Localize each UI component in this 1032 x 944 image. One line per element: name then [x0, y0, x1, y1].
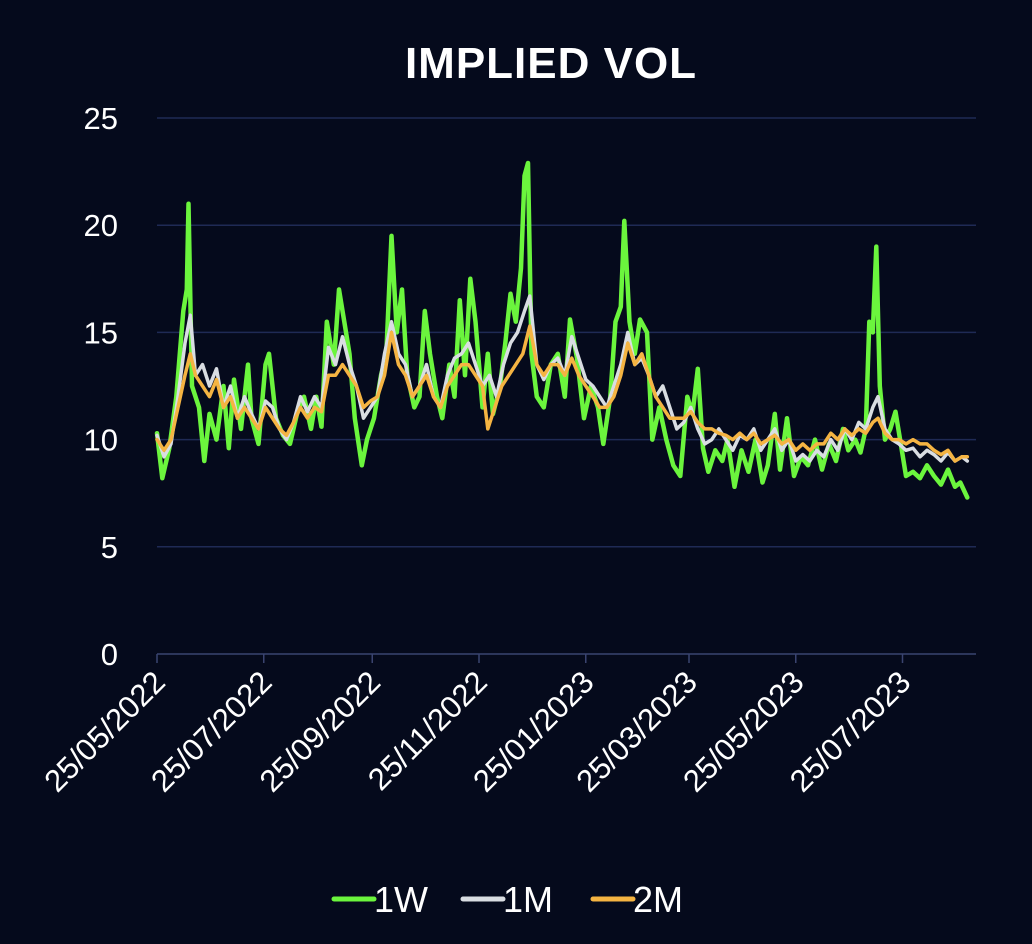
y-tick-label: 10 [84, 423, 118, 458]
chart-title: IMPLIED VOL [405, 39, 697, 88]
legend: 1W 1M 2M [331, 879, 683, 920]
series-line-1w [154, 160, 970, 500]
y-tick-label: 25 [84, 101, 118, 136]
y-tick-label: 20 [84, 208, 118, 243]
y-axis-tick-labels: 0 5 10 15 20 25 [84, 101, 118, 672]
y-tick-label: 0 [101, 637, 118, 672]
y-tick-label: 5 [101, 530, 118, 565]
legend-label-2m: 2M [633, 879, 683, 920]
y-tick-label: 15 [84, 315, 118, 350]
legend-label-1w: 1W [374, 879, 428, 920]
legend-label-1m: 1M [503, 879, 553, 920]
series-line-2m [155, 324, 970, 463]
series-lines [154, 160, 970, 500]
